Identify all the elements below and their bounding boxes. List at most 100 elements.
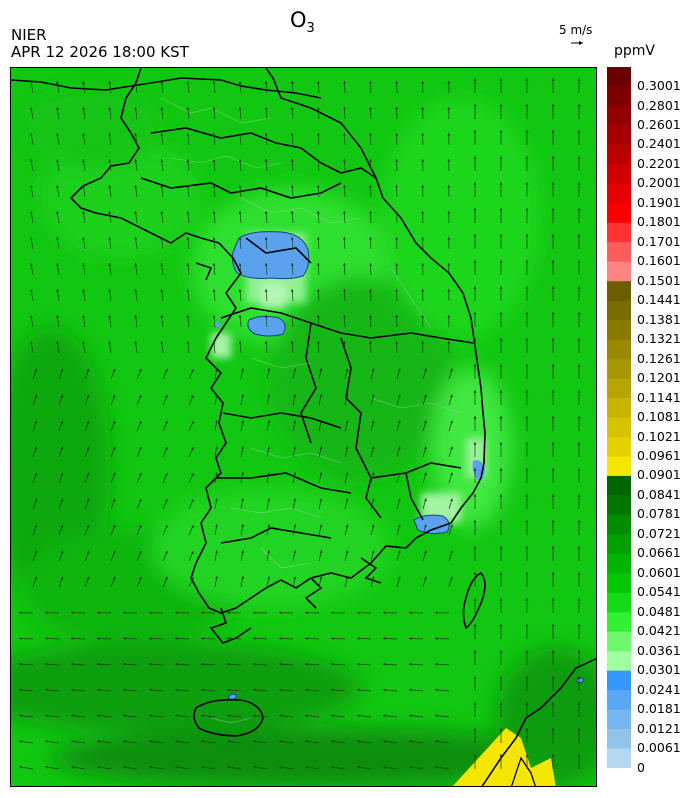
wind-reference-arrow-icon <box>571 41 583 45</box>
wind-arrow-head <box>499 208 503 211</box>
legend-label: 0.1021 <box>637 428 681 444</box>
wind-arrow-head <box>371 498 375 502</box>
wind-arrow-head <box>551 156 555 159</box>
wind-arrow-head <box>317 159 320 162</box>
wind-arrow-head <box>86 550 90 554</box>
wind-arrow-head <box>290 133 294 136</box>
wind-arrow-head <box>577 598 581 601</box>
map-canvas <box>11 68 596 786</box>
wind-arrow-head <box>264 133 268 136</box>
legend-swatch <box>607 164 631 185</box>
wind-arrow-head <box>397 394 401 398</box>
legend-label: 0.0541 <box>637 584 681 600</box>
wind-arrow-head <box>473 182 477 185</box>
legend-swatch <box>607 592 631 613</box>
wind-arrow-head <box>447 341 451 344</box>
wind-arrow-head <box>525 650 529 653</box>
wind-arrow-head <box>186 289 190 292</box>
wind-arrow-head <box>305 611 308 615</box>
wind-arrow-head <box>112 576 116 580</box>
wind-arrow-head <box>577 208 581 211</box>
wind-arrow-head <box>305 740 308 743</box>
wind-arrow-head <box>395 133 398 136</box>
wind-arrow-head <box>165 368 168 372</box>
wind-arrow-head <box>134 107 138 110</box>
legend-label: 0.0241 <box>637 681 681 697</box>
wind-arrow-head <box>112 420 116 424</box>
wind-arrow-head <box>45 611 48 615</box>
wind-arrow-head <box>577 702 581 705</box>
wind-arrow-head <box>293 550 297 554</box>
wind-arrow-head <box>290 315 294 318</box>
wind-arrow-head <box>165 394 168 398</box>
wind-arrow-head <box>290 159 294 162</box>
wind-arrow-head <box>473 364 477 367</box>
wind-arrow-head <box>191 551 194 554</box>
wind-arrow-head <box>253 688 256 692</box>
wind-arrow-head <box>473 260 477 263</box>
wind-arrow-head <box>30 211 33 214</box>
jeju-island <box>193 698 264 737</box>
wind-arrow-head <box>343 341 346 344</box>
wind-arrow-head <box>212 107 216 110</box>
legend-swatch <box>607 709 631 730</box>
wind-arrow-head <box>421 315 425 318</box>
legend-label: 0.1321 <box>637 331 681 347</box>
wind-arrow-head <box>447 159 451 162</box>
wind-arrow-head <box>191 369 194 372</box>
legend-swatch <box>607 495 631 516</box>
wind-arrow-head <box>577 130 581 133</box>
wind-arrow-head <box>165 498 168 502</box>
wind-arrow-head <box>108 211 112 214</box>
wind-arrow-head <box>343 185 346 188</box>
wind-arrow-head <box>331 714 334 718</box>
wind-arrow-head <box>45 662 48 666</box>
wind-arrow-head <box>201 611 204 615</box>
wind-arrow-head <box>165 472 168 476</box>
wind-arrow-head <box>149 611 152 615</box>
wind-arrow-head <box>317 289 320 292</box>
legend-label: 0.1201 <box>637 370 681 386</box>
wind-arrow-head <box>30 185 33 188</box>
wind-arrow-head <box>345 472 349 476</box>
wind-arrow-head <box>357 637 360 640</box>
wind-arrow-head <box>290 81 294 84</box>
legend-swatch <box>607 242 631 263</box>
wind-arrow-head <box>175 688 178 692</box>
wind-arrow-head <box>525 156 529 159</box>
wind-arrow-head <box>577 546 581 549</box>
wind-arrow-head <box>264 107 268 110</box>
wind-arrow-head <box>499 260 503 263</box>
wind-arrow-head <box>186 237 190 240</box>
wind-arrow-head <box>551 260 555 263</box>
wind-arrow-head <box>345 524 349 528</box>
wind-arrow-head <box>331 611 334 615</box>
wind-arrow-head <box>241 446 244 450</box>
wind-arrow-head <box>551 104 555 107</box>
wind-arrow-head <box>345 420 349 424</box>
wind-arrow-head <box>139 394 142 398</box>
wind-arrow-head <box>186 263 190 266</box>
wind-arrow-head <box>97 740 100 743</box>
legend-label: 0.2401 <box>637 136 681 152</box>
wind-arrow-head <box>397 446 401 450</box>
wind-arrow-head <box>175 740 178 743</box>
wind-arrow-head <box>267 498 270 502</box>
wind-arrow-head <box>149 662 152 666</box>
wind-arrow-head <box>293 394 297 398</box>
wind-arrow-head <box>499 364 503 367</box>
wind-arrow-head <box>71 611 74 615</box>
wind-arrow-head <box>499 520 503 523</box>
wind-arrow-head <box>499 624 503 627</box>
legend-swatch <box>607 105 631 126</box>
wind-arrow-head <box>19 740 22 743</box>
legend-label: 0.2201 <box>637 155 681 171</box>
wind-arrow-head <box>60 368 64 372</box>
wind-arrow-head <box>435 740 438 743</box>
wind-arrow-head <box>112 368 116 372</box>
wind-arrow-head <box>97 765 100 769</box>
wind-arrow-head <box>409 740 412 743</box>
wind-arrow-head <box>290 237 294 240</box>
wind-arrow-head <box>317 341 320 344</box>
wind-arrow-head <box>34 420 38 424</box>
